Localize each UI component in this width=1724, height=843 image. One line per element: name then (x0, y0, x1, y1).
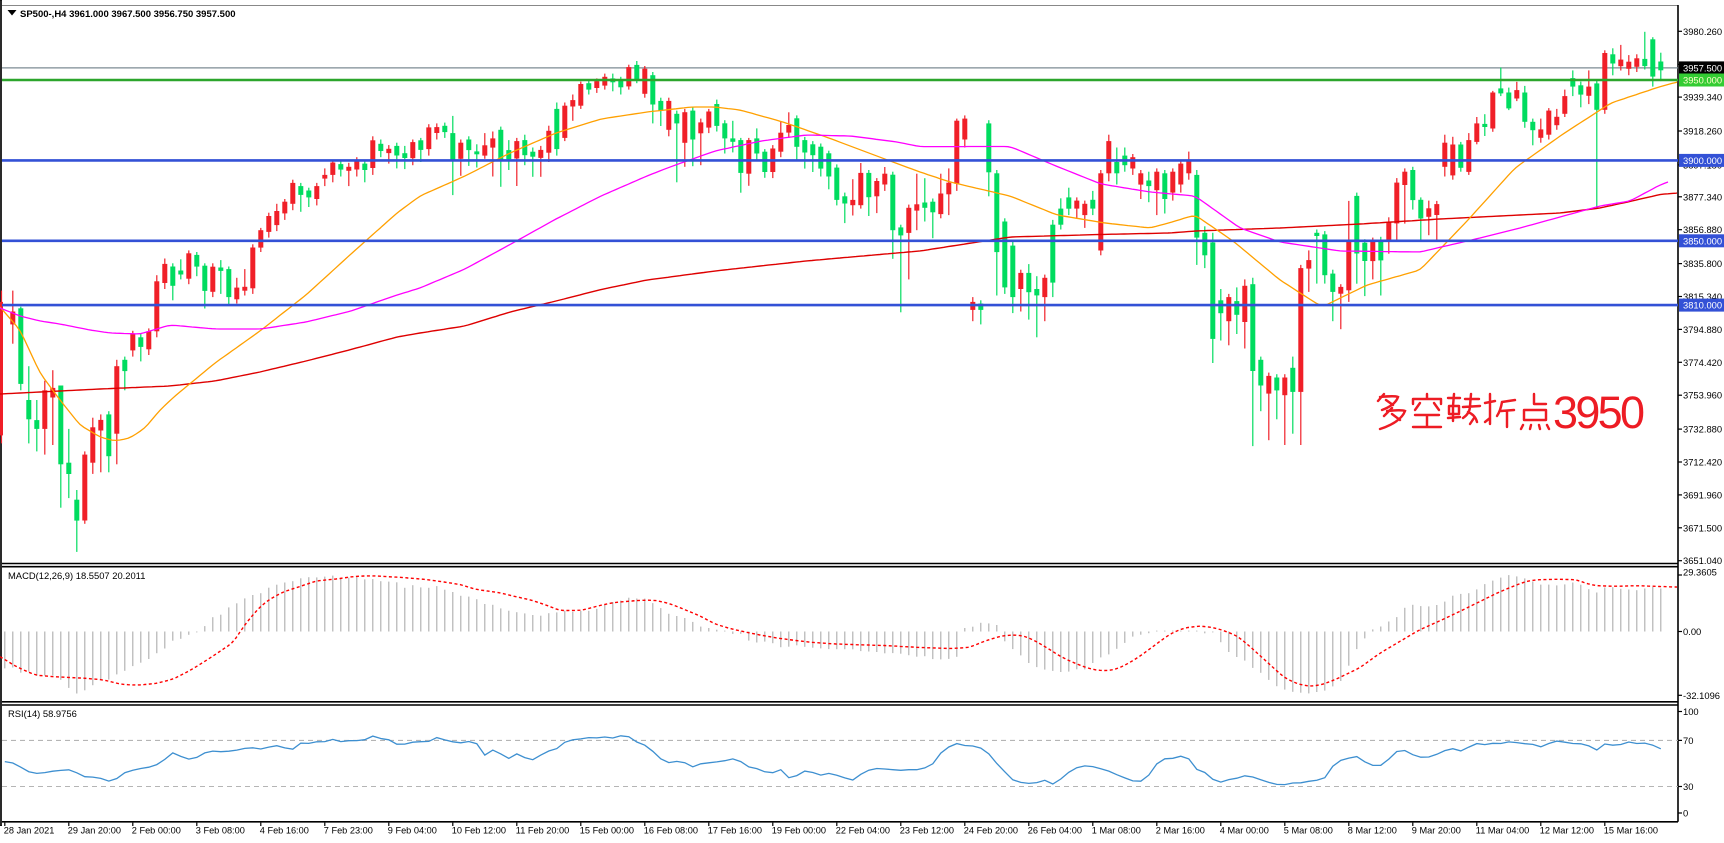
svg-text:100: 100 (1683, 706, 1699, 717)
svg-text:12 Mar 12:00: 12 Mar 12:00 (1540, 826, 1594, 836)
svg-text:SP500-,H4 3961.000 3967.500 3: SP500-,H4 3961.000 3967.500 3956.750 395… (20, 9, 236, 20)
svg-text:3691.960: 3691.960 (1683, 489, 1722, 500)
svg-text:3957.500: 3957.500 (1683, 62, 1722, 73)
svg-text:3835.800: 3835.800 (1683, 258, 1722, 269)
svg-text:3939.340: 3939.340 (1683, 92, 1722, 103)
svg-text:3856.880: 3856.880 (1683, 224, 1722, 235)
svg-text:1 Mar 08:00: 1 Mar 08:00 (1092, 826, 1141, 836)
svg-text:11 Feb 20:00: 11 Feb 20:00 (516, 826, 569, 836)
svg-text:70: 70 (1683, 735, 1693, 746)
svg-text:19 Feb 00:00: 19 Feb 00:00 (772, 826, 826, 836)
svg-text:3950: 3950 (1553, 387, 1645, 438)
svg-text:30: 30 (1683, 781, 1693, 792)
svg-text:0: 0 (1683, 808, 1688, 819)
svg-text:3774.420: 3774.420 (1683, 357, 1722, 368)
svg-text:28 Jan 2021: 28 Jan 2021 (4, 826, 55, 836)
svg-text:3810.000: 3810.000 (1683, 300, 1722, 311)
svg-text:26 Feb 04:00: 26 Feb 04:00 (1028, 826, 1082, 836)
svg-text:8 Mar 12:00: 8 Mar 12:00 (1348, 826, 1397, 836)
svg-text:3980.260: 3980.260 (1683, 26, 1722, 37)
svg-text:9 Feb 04:00: 9 Feb 04:00 (388, 826, 437, 836)
svg-text:5 Mar 08:00: 5 Mar 08:00 (1284, 826, 1333, 836)
svg-text:15 Feb 00:00: 15 Feb 00:00 (580, 826, 634, 836)
svg-text:11 Mar 04:00: 11 Mar 04:00 (1476, 826, 1529, 836)
svg-text:3753.960: 3753.960 (1683, 390, 1722, 401)
svg-text:10 Feb 12:00: 10 Feb 12:00 (452, 826, 506, 836)
svg-text:RSI(14) 58.9756: RSI(14) 58.9756 (8, 708, 77, 719)
svg-text:29.3605: 29.3605 (1683, 567, 1717, 578)
svg-text:3877.340: 3877.340 (1683, 191, 1722, 202)
svg-text:3918.260: 3918.260 (1683, 126, 1722, 137)
svg-text:17 Feb 16:00: 17 Feb 16:00 (708, 826, 762, 836)
svg-text:3794.880: 3794.880 (1683, 324, 1722, 335)
svg-text:3950.000: 3950.000 (1683, 75, 1722, 86)
svg-text:15 Mar 16:00: 15 Mar 16:00 (1604, 826, 1658, 836)
svg-text:23 Feb 12:00: 23 Feb 12:00 (900, 826, 954, 836)
svg-text:22 Feb 04:00: 22 Feb 04:00 (836, 826, 890, 836)
svg-text:3 Feb 08:00: 3 Feb 08:00 (196, 826, 245, 836)
svg-text:3651.040: 3651.040 (1683, 555, 1722, 566)
svg-text:3815.340: 3815.340 (1683, 291, 1722, 302)
svg-text:9 Mar 20:00: 9 Mar 20:00 (1412, 826, 1461, 836)
svg-text:29 Jan 20:00: 29 Jan 20:00 (68, 826, 121, 836)
svg-text:2 Feb 00:00: 2 Feb 00:00 (132, 826, 181, 836)
svg-text:3732.880: 3732.880 (1683, 424, 1722, 435)
svg-text:3671.500: 3671.500 (1683, 522, 1722, 533)
svg-text:4 Feb 16:00: 4 Feb 16:00 (260, 826, 309, 836)
svg-text:7 Feb 23:00: 7 Feb 23:00 (324, 826, 373, 836)
svg-text:24 Feb 20:00: 24 Feb 20:00 (964, 826, 1018, 836)
svg-text:2 Mar 16:00: 2 Mar 16:00 (1156, 826, 1205, 836)
svg-text:3712.420: 3712.420 (1683, 457, 1722, 468)
svg-text:3900.000: 3900.000 (1683, 155, 1722, 166)
svg-text:3850.000: 3850.000 (1683, 235, 1722, 246)
svg-text:4 Mar 00:00: 4 Mar 00:00 (1220, 826, 1269, 836)
svg-text:16 Feb 08:00: 16 Feb 08:00 (644, 826, 698, 836)
svg-text:0.00: 0.00 (1683, 626, 1701, 637)
svg-text:-32.1096: -32.1096 (1683, 690, 1720, 701)
svg-text:MACD(12,26,9) 18.5507 20.2011: MACD(12,26,9) 18.5507 20.2011 (8, 570, 145, 581)
